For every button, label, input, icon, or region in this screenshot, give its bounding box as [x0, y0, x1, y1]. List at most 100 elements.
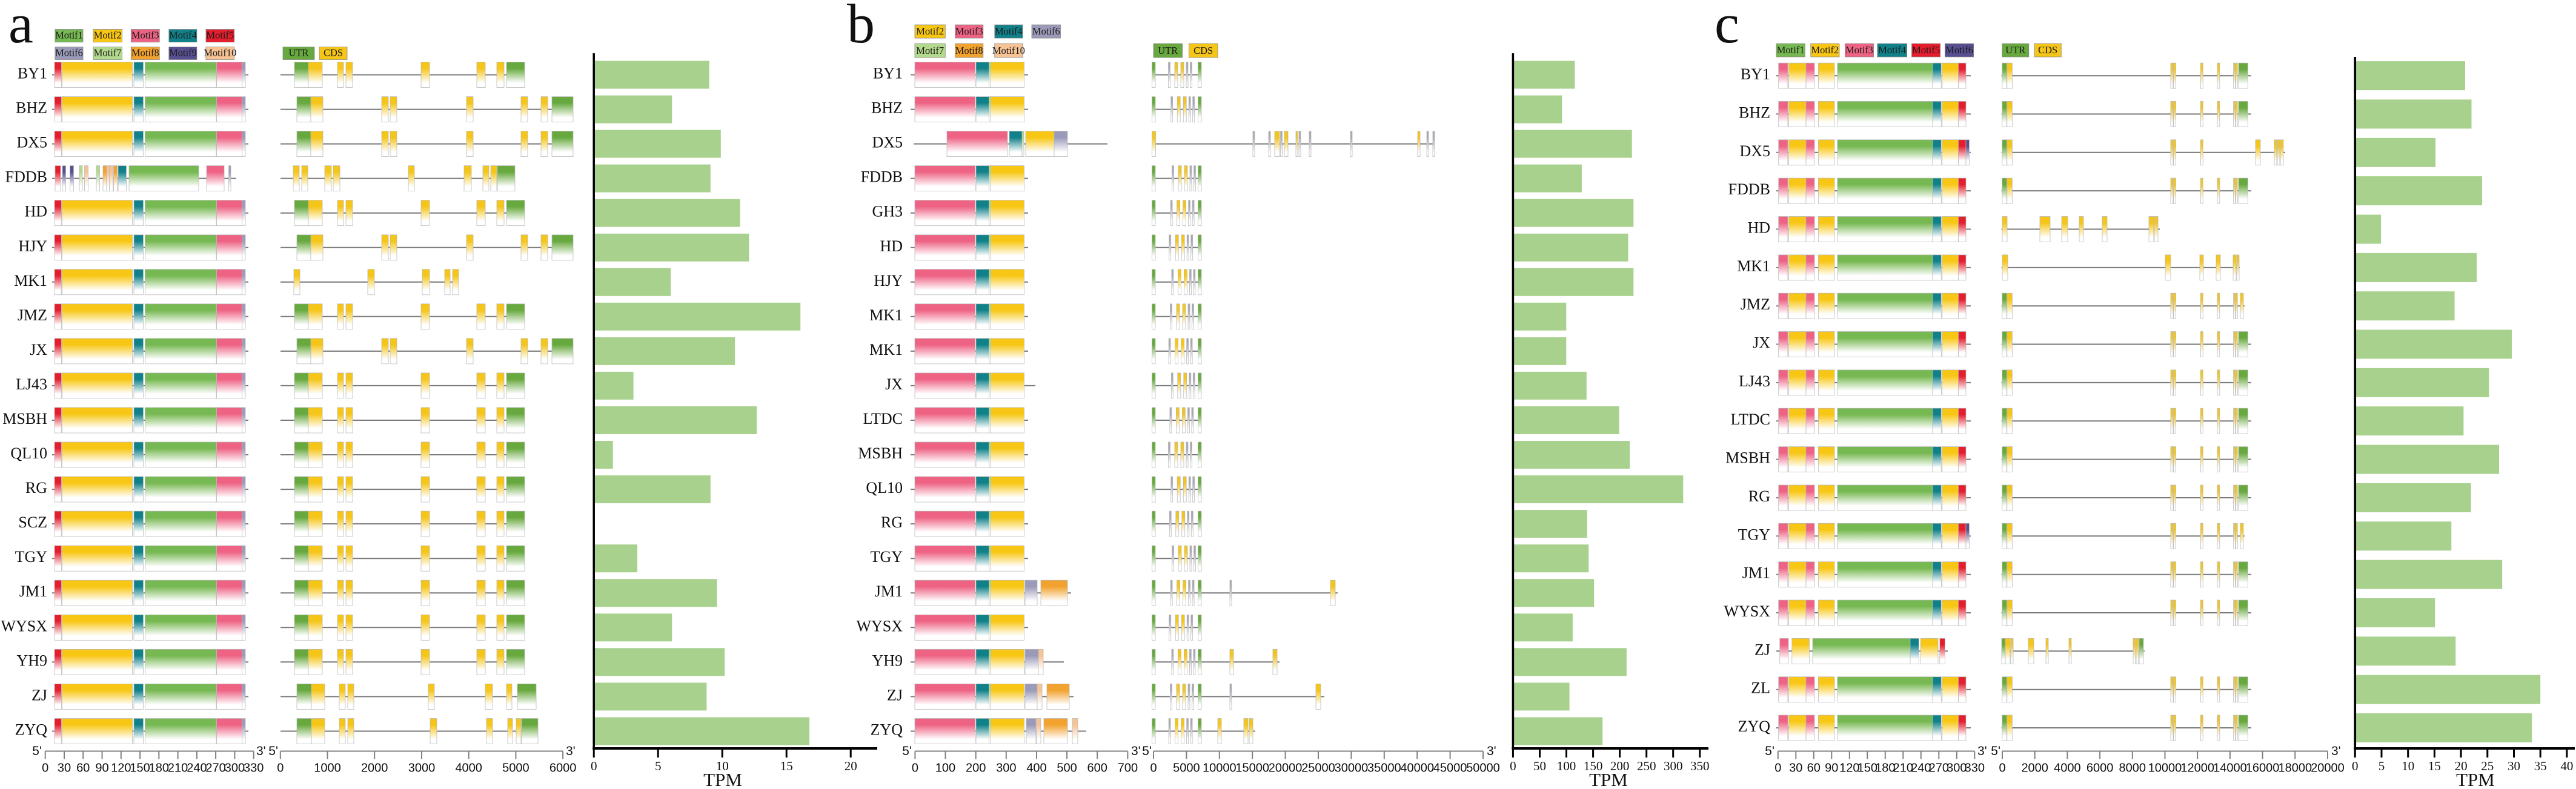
- svg-text:a: a: [8, 0, 33, 54]
- svg-text:0: 0: [1999, 762, 2005, 775]
- svg-text:5': 5': [1142, 744, 1152, 758]
- svg-text:Motif8: Motif8: [955, 45, 983, 56]
- svg-text:Motif4: Motif4: [169, 30, 197, 41]
- svg-text:SCZ: SCZ: [18, 513, 47, 531]
- svg-text:30: 30: [2508, 759, 2520, 773]
- svg-text:40000: 40000: [1400, 762, 1434, 775]
- svg-text:5': 5': [1765, 744, 1774, 758]
- svg-text:15: 15: [780, 759, 793, 773]
- svg-text:HJY: HJY: [18, 237, 47, 255]
- svg-text:150: 150: [1584, 759, 1603, 773]
- svg-text:240: 240: [1911, 762, 1931, 775]
- svg-text:10: 10: [716, 759, 729, 773]
- svg-text:WYSX: WYSX: [1724, 602, 1770, 620]
- svg-text:270: 270: [205, 762, 225, 775]
- svg-text:Motif6: Motif6: [55, 47, 83, 59]
- svg-text:5000: 5000: [502, 762, 529, 775]
- svg-text:ZJ: ZJ: [32, 686, 47, 704]
- svg-text:300: 300: [225, 762, 245, 775]
- svg-text:200: 200: [1610, 759, 1630, 773]
- svg-text:10000: 10000: [2148, 762, 2182, 775]
- svg-text:Motif1: Motif1: [55, 30, 83, 41]
- svg-text:ZL: ZL: [1751, 679, 1770, 697]
- svg-text:Motif6: Motif6: [1032, 25, 1060, 37]
- svg-text:JM1: JM1: [875, 583, 903, 600]
- svg-text:MK1: MK1: [1737, 257, 1770, 275]
- svg-text:BY1: BY1: [1741, 65, 1770, 83]
- svg-text:FDDB: FDDB: [861, 168, 903, 186]
- svg-text:RG: RG: [25, 479, 47, 497]
- svg-text:10000: 10000: [1203, 762, 1237, 775]
- svg-text:300: 300: [1664, 759, 1683, 773]
- svg-text:90: 90: [95, 762, 108, 775]
- svg-text:Motif5: Motif5: [1912, 44, 1940, 56]
- svg-text:210: 210: [1893, 762, 1913, 775]
- svg-text:12000: 12000: [2180, 762, 2214, 775]
- svg-text:20: 20: [845, 759, 857, 773]
- svg-text:5': 5': [1991, 744, 2000, 758]
- svg-text:180: 180: [149, 762, 169, 775]
- svg-text:ZJ: ZJ: [887, 686, 903, 704]
- svg-text:150: 150: [1857, 762, 1877, 775]
- svg-text:DX5: DX5: [872, 134, 903, 151]
- svg-text:CDS: CDS: [1193, 45, 1213, 56]
- svg-text:60: 60: [76, 762, 90, 775]
- svg-text:TPM: TPM: [2456, 769, 2495, 789]
- svg-text:5: 5: [2378, 759, 2385, 773]
- svg-text:FDDB: FDDB: [1728, 180, 1770, 198]
- svg-text:25: 25: [2481, 759, 2494, 773]
- svg-text:Motif9: Motif9: [169, 47, 197, 59]
- svg-text:BY1: BY1: [18, 65, 47, 82]
- svg-text:WYSX: WYSX: [1, 617, 47, 635]
- svg-text:330: 330: [244, 762, 264, 775]
- svg-text:LJ43: LJ43: [16, 375, 47, 393]
- svg-text:DX5: DX5: [16, 134, 47, 151]
- svg-text:40: 40: [2560, 759, 2573, 773]
- svg-text:TPM: TPM: [703, 769, 742, 789]
- svg-text:1000: 1000: [314, 762, 341, 775]
- svg-text:600: 600: [1087, 762, 1107, 775]
- svg-text:Motif7: Motif7: [916, 45, 944, 56]
- svg-text:45000: 45000: [1433, 762, 1467, 775]
- svg-text:5': 5': [902, 744, 912, 758]
- svg-text:100: 100: [935, 762, 955, 775]
- svg-text:270: 270: [1929, 762, 1949, 775]
- svg-text:Motif2: Motif2: [916, 25, 944, 37]
- svg-text:LTDC: LTDC: [863, 410, 903, 428]
- svg-text:200: 200: [966, 762, 986, 775]
- svg-text:TGY: TGY: [15, 548, 48, 566]
- svg-text:RG: RG: [881, 513, 903, 531]
- svg-text:500: 500: [1057, 762, 1077, 775]
- svg-text:BHZ: BHZ: [871, 99, 903, 117]
- svg-text:MK1: MK1: [14, 272, 47, 289]
- svg-text:4000: 4000: [2054, 762, 2081, 775]
- svg-text:4000: 4000: [455, 762, 482, 775]
- svg-text:JM1: JM1: [19, 583, 47, 600]
- svg-text:3': 3': [1977, 744, 1987, 758]
- svg-text:14000: 14000: [2213, 762, 2247, 775]
- svg-text:BHZ: BHZ: [16, 99, 47, 117]
- svg-text:JMZ: JMZ: [1741, 295, 1770, 313]
- svg-text:GH3: GH3: [872, 203, 903, 220]
- svg-text:UTR: UTR: [2005, 44, 2025, 56]
- svg-text:Motif3: Motif3: [1845, 44, 1873, 56]
- svg-text:JM1: JM1: [1742, 564, 1770, 582]
- svg-text:400: 400: [1026, 762, 1046, 775]
- svg-text:Motif2: Motif2: [94, 30, 122, 41]
- svg-text:6000: 6000: [2086, 762, 2114, 775]
- svg-text:Motif4: Motif4: [1878, 44, 1906, 56]
- svg-text:240: 240: [187, 762, 207, 775]
- svg-text:30000: 30000: [1335, 762, 1369, 775]
- svg-text:HD: HD: [880, 237, 903, 255]
- svg-text:BY1: BY1: [873, 65, 903, 82]
- svg-text:120: 120: [1839, 762, 1859, 775]
- svg-text:0: 0: [1774, 762, 1781, 775]
- svg-text:330: 330: [1965, 762, 1985, 775]
- svg-text:HJY: HJY: [874, 272, 903, 289]
- svg-text:TGY: TGY: [1738, 526, 1771, 543]
- svg-text:DX5: DX5: [1739, 142, 1770, 160]
- svg-text:30: 30: [58, 762, 71, 775]
- svg-text:TGY: TGY: [871, 548, 903, 566]
- svg-text:UTR: UTR: [289, 47, 309, 59]
- svg-text:18000: 18000: [2278, 762, 2312, 775]
